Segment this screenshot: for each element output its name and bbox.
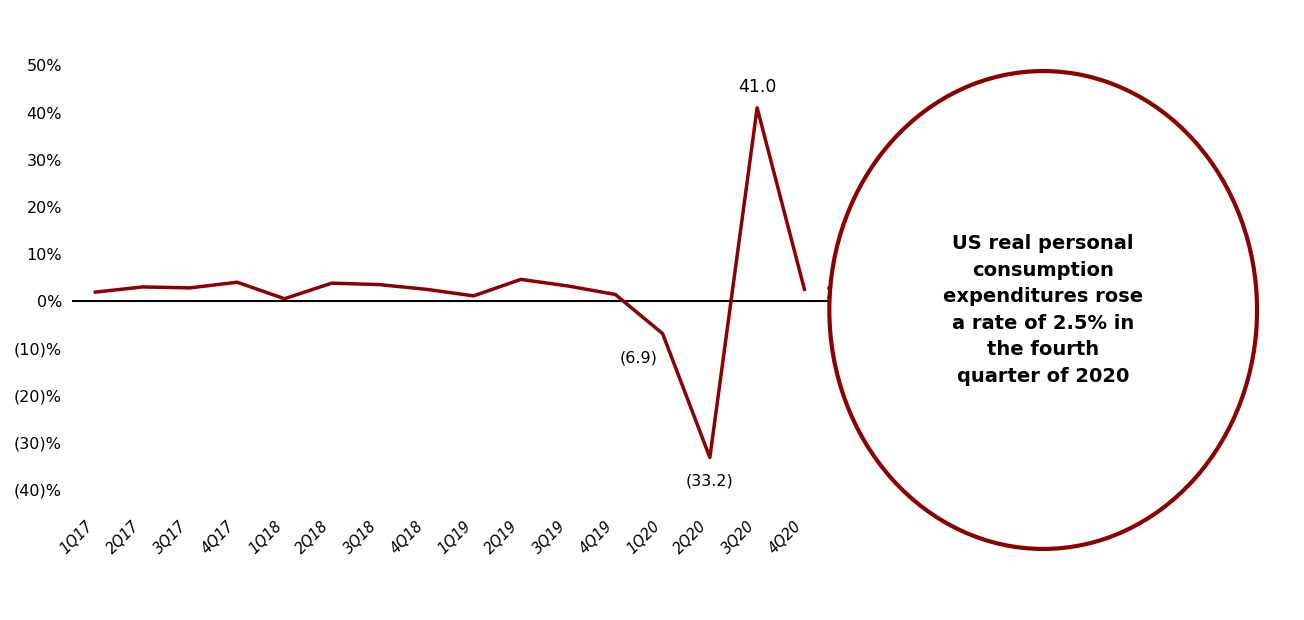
Text: (6.9): (6.9) xyxy=(619,350,659,366)
Text: 41.0: 41.0 xyxy=(738,78,776,96)
Text: 2.5: 2.5 xyxy=(825,285,858,303)
Ellipse shape xyxy=(829,71,1257,549)
Text: (33.2): (33.2) xyxy=(686,473,734,488)
Text: US real personal
consumption
expenditures rose
a rate of 2.5% in
the fourth
quar: US real personal consumption expenditure… xyxy=(943,234,1144,386)
